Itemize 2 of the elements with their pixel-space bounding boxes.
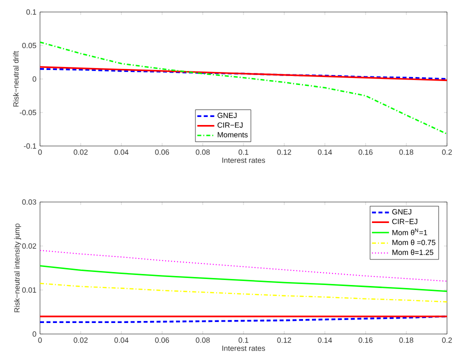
line-series [40, 282, 448, 302]
line-series [40, 250, 448, 282]
